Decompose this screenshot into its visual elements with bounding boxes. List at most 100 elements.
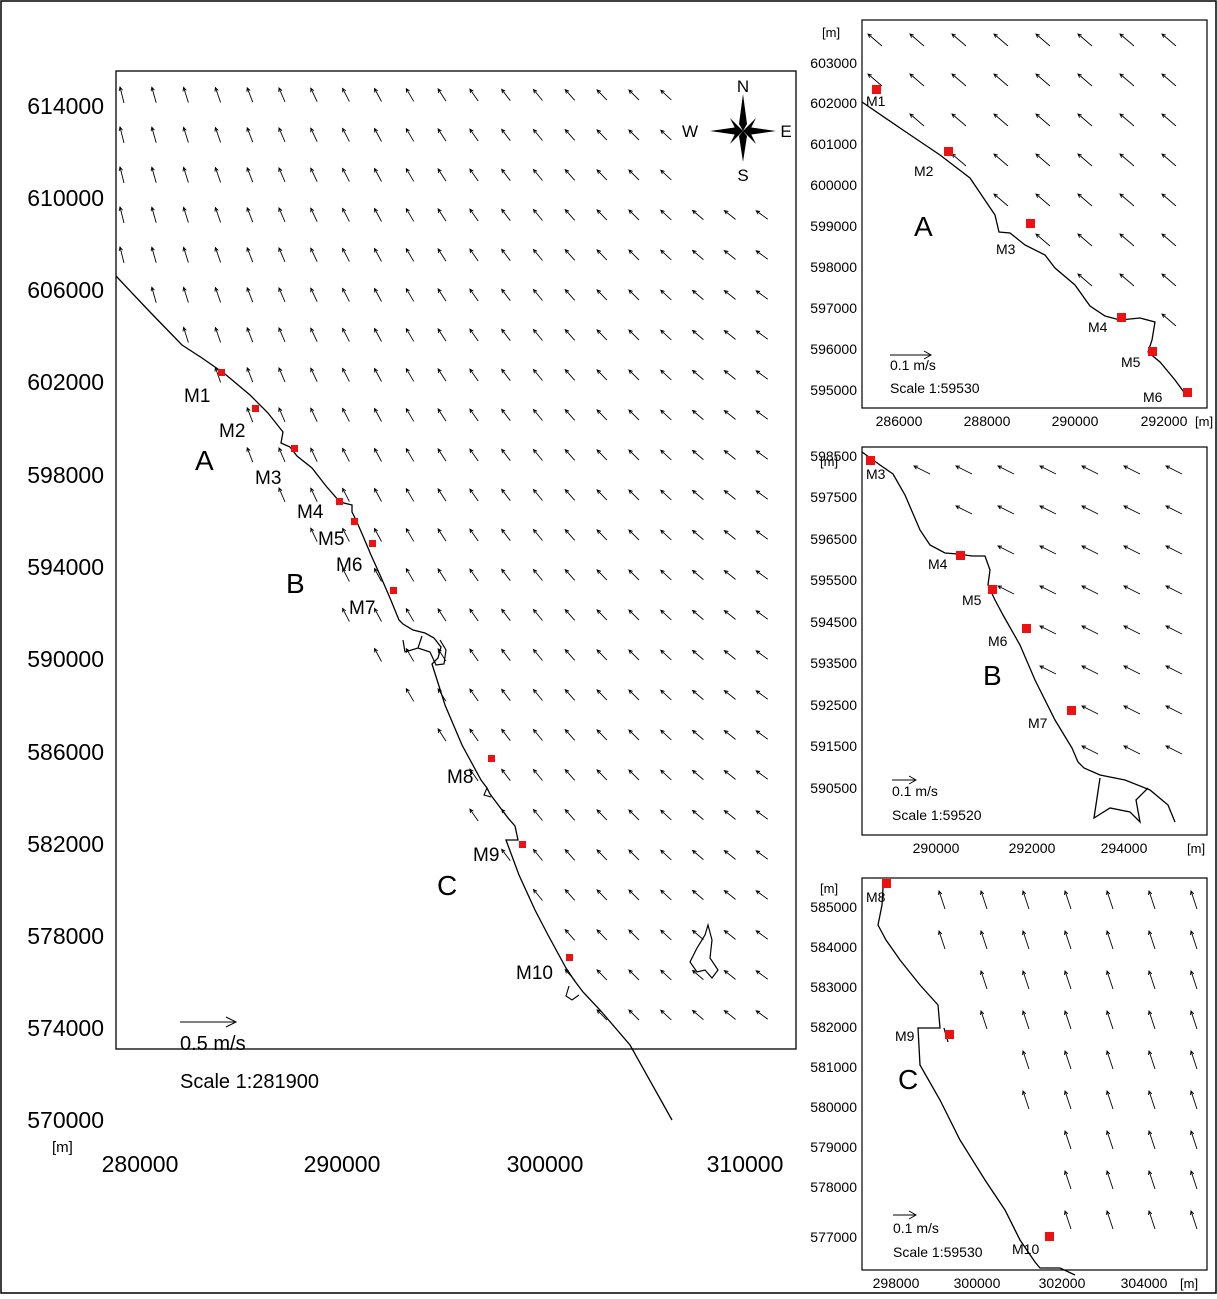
current-arrow	[469, 328, 479, 342]
current-arrow	[278, 287, 286, 303]
current-arrow	[1148, 970, 1156, 990]
y-tick: 586000	[27, 739, 104, 765]
current-arrow	[278, 407, 286, 423]
current-arrows	[913, 465, 1183, 755]
current-arrow	[214, 206, 222, 223]
y-tick: 584000	[810, 939, 857, 955]
y-tick: 590000	[27, 646, 104, 672]
marker-m4	[1117, 313, 1126, 322]
label-m9: M9	[895, 1028, 915, 1044]
current-arrow	[755, 210, 769, 220]
current-arrow	[246, 86, 254, 103]
current-arrow	[150, 126, 157, 143]
current-arrow	[1035, 233, 1051, 247]
current-arrow	[501, 768, 511, 781]
marker-m1	[872, 85, 881, 94]
current-arrow	[755, 890, 769, 900]
current-arrow	[118, 165, 125, 184]
current-arrow	[532, 128, 543, 141]
marker-m6	[1022, 624, 1031, 633]
current-arrow	[628, 529, 640, 541]
current-arrow	[628, 369, 640, 381]
current-arrow	[1148, 1050, 1156, 1070]
current-arrow	[405, 447, 415, 462]
current-arrow	[374, 447, 382, 462]
inset-a-unit: [m]	[822, 25, 840, 40]
current-arrow	[596, 209, 608, 221]
current-arrow	[755, 930, 769, 940]
inset-b-x-unit: [m]	[1187, 841, 1205, 856]
current-arrow	[1077, 73, 1093, 87]
current-arrow	[469, 648, 479, 662]
marker-m10	[1045, 1232, 1054, 1241]
current-arrow	[1161, 273, 1177, 287]
current-arrow	[755, 650, 769, 660]
current-arrow	[628, 889, 640, 901]
current-arrow	[1064, 1050, 1072, 1070]
current-arrow	[437, 608, 447, 622]
current-arrow	[628, 609, 640, 621]
main-unit-label: [m]	[52, 1139, 73, 1156]
current-arrow	[628, 729, 640, 741]
current-arrow	[1035, 73, 1051, 87]
current-arrow	[723, 529, 736, 540]
current-arrow	[867, 33, 883, 47]
x-tick: 304000	[1121, 1275, 1168, 1291]
current-arrow	[564, 808, 576, 821]
current-arrow	[374, 207, 382, 222]
current-arrow	[628, 969, 640, 981]
current-arrow	[374, 567, 382, 582]
y-tick: 582000	[810, 1019, 857, 1035]
current-arrow	[1081, 465, 1099, 475]
current-arrow	[501, 848, 511, 861]
current-arrow	[437, 728, 447, 742]
current-arrow	[691, 969, 704, 980]
current-arrow	[1165, 505, 1183, 515]
current-arrow	[691, 569, 704, 580]
current-arrow	[1022, 890, 1030, 910]
marker-m8	[488, 755, 495, 762]
current-arrow	[1039, 585, 1057, 595]
label-m10: M10	[1012, 1241, 1039, 1257]
current-arrow	[278, 447, 286, 463]
marker-m1	[218, 369, 225, 376]
current-arrow	[660, 849, 672, 861]
current-arrow	[118, 245, 125, 264]
current-arrow	[691, 849, 704, 860]
current-arrow	[182, 206, 189, 223]
label-m1: M1	[866, 93, 886, 109]
current-arrow	[437, 288, 447, 302]
label-m7: M7	[1028, 715, 1048, 731]
current-arrow	[374, 487, 382, 502]
inset-c-unit: [m]	[820, 881, 838, 896]
current-arrow	[182, 326, 189, 343]
current-arrow	[596, 449, 608, 461]
y-tick: 614000	[27, 93, 104, 119]
label-m2: M2	[219, 421, 245, 442]
current-arrow	[405, 247, 415, 262]
zone-label-b: B	[286, 568, 305, 599]
current-arrow	[628, 249, 640, 261]
x-tick: 302000	[1039, 1275, 1086, 1291]
current-arrow	[374, 367, 382, 382]
label-m1: M1	[184, 386, 210, 407]
current-arrow	[532, 808, 543, 821]
current-arrow	[997, 585, 1015, 595]
current-arrow	[1161, 233, 1177, 247]
current-arrow	[1077, 193, 1093, 207]
label-m3: M3	[255, 468, 281, 489]
current-arrow	[342, 527, 350, 542]
current-arrow	[1123, 585, 1141, 595]
current-arrow	[342, 607, 350, 622]
main-y-axis: 614000 610000 606000 602000 598000 59400…	[27, 93, 104, 1133]
current-arrow	[909, 73, 925, 87]
current-arrow	[691, 1009, 704, 1020]
current-arrow	[405, 527, 415, 542]
current-arrow	[660, 209, 672, 221]
current-arrow	[1123, 745, 1141, 755]
marker-m10	[566, 954, 573, 961]
current-arrow	[405, 607, 415, 622]
current-arrow	[1035, 193, 1051, 207]
current-arrow	[596, 169, 608, 181]
current-arrow	[691, 889, 704, 900]
